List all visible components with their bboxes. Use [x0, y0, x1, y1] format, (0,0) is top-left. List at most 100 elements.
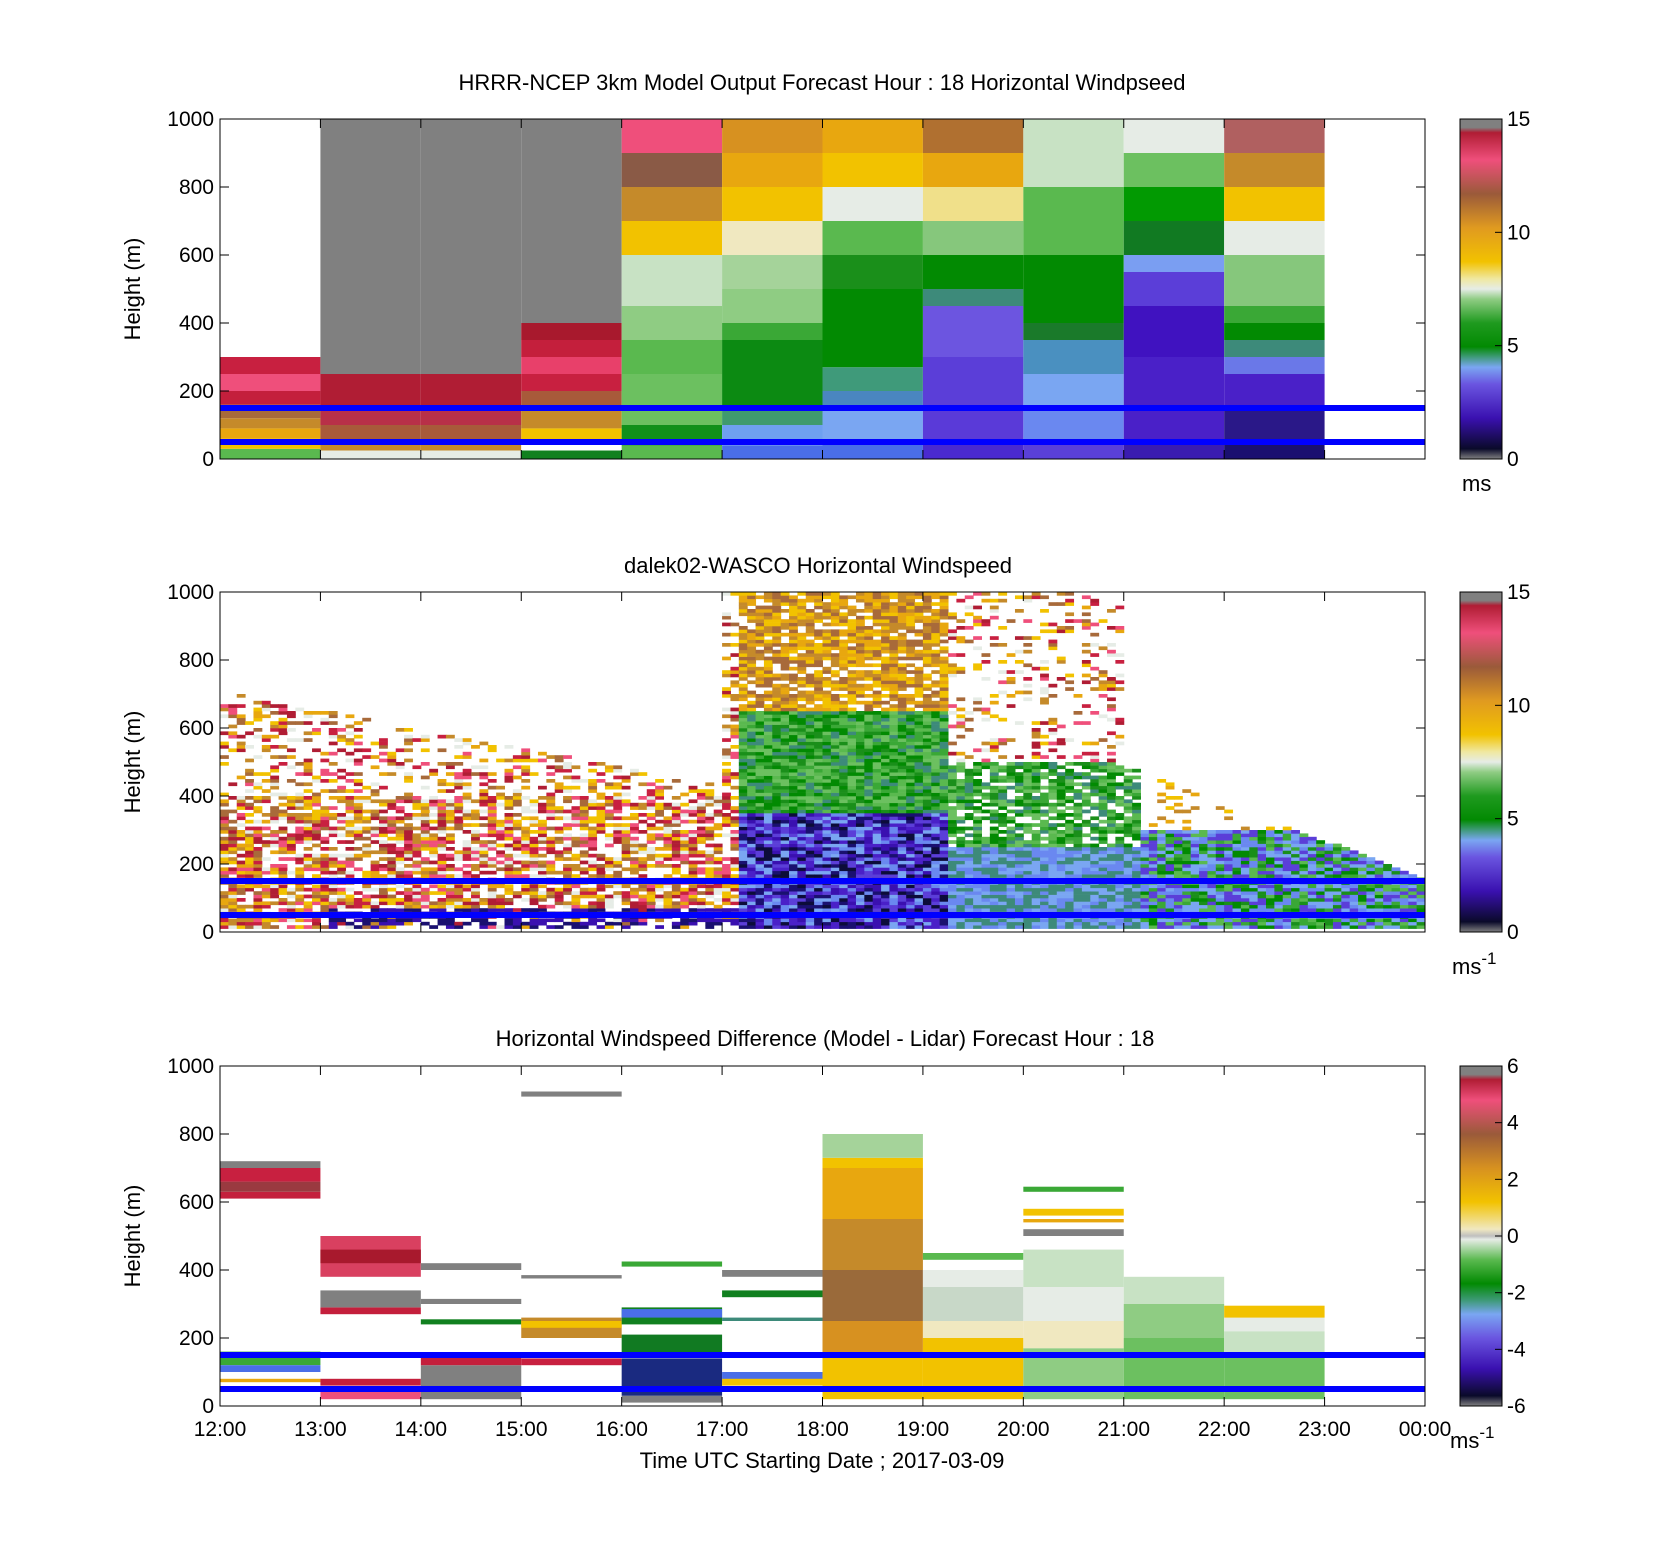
heatmap-cell [429, 850, 439, 855]
heatmap-cell [630, 823, 639, 827]
heatmap-cell [881, 615, 890, 620]
heatmap-cell [353, 826, 363, 831]
heatmap-cell [889, 758, 899, 763]
heatmap-cell [973, 663, 982, 668]
heatmap-cell [780, 660, 790, 664]
heatmap-cell [872, 653, 882, 657]
heatmap-cell [939, 921, 949, 926]
heatmap-cell [889, 843, 899, 848]
heatmap-cell [814, 697, 823, 702]
heatmap-cell [270, 840, 280, 844]
heatmap-cell [847, 683, 857, 688]
heatmap-cell [847, 789, 857, 793]
heatmap-cell [755, 632, 765, 637]
heatmap-cell [462, 857, 472, 861]
heatmap-cell [747, 874, 757, 878]
heatmap-cell [897, 663, 907, 668]
heatmap-cell [847, 748, 857, 753]
heatmap-cell [763, 734, 773, 739]
heatmap-cell [964, 799, 974, 804]
heatmap-cell [839, 819, 849, 824]
heatmap-cell [755, 867, 765, 872]
heatmap-cell [864, 639, 874, 644]
heatmap-cell [939, 755, 949, 759]
heatmap-cell [822, 768, 832, 773]
heatmap-cell [445, 867, 455, 872]
heatmap-cell [437, 908, 447, 912]
heatmap-cell [337, 768, 347, 773]
heatmap-cell [948, 612, 957, 617]
heatmap-cell [521, 833, 531, 838]
heatmap-cell [931, 694, 941, 698]
heatmap-cell [312, 884, 321, 889]
heatmap-cell [378, 738, 388, 742]
heatmap-cell [521, 867, 531, 872]
heatmap-cell [973, 809, 982, 814]
heatmap-cell [588, 853, 598, 858]
heatmap-cell [228, 884, 238, 889]
heatmap-cell [588, 830, 598, 834]
heatmap-cell [906, 874, 916, 878]
heatmap-cell [931, 714, 941, 719]
heatmap-cell [755, 870, 765, 875]
heatmap-cell [822, 367, 923, 391]
heatmap-cell [504, 874, 514, 878]
heatmap-cell [922, 884, 932, 889]
heatmap-cell [931, 758, 941, 763]
heatmap-cell [738, 925, 748, 929]
heatmap-cell [554, 891, 564, 895]
heatmap-cell [914, 850, 924, 855]
heatmap-cell [588, 779, 598, 783]
heatmap-cell [688, 921, 698, 926]
heatmap-cell [445, 782, 455, 787]
heatmap-cell [931, 734, 941, 739]
heatmap-cell [864, 921, 874, 926]
heatmap-cell [412, 836, 422, 841]
heatmap-cell [914, 748, 924, 753]
heatmap-cell [705, 826, 715, 831]
heatmap-cell [889, 738, 899, 742]
heatmap-cell [738, 704, 748, 708]
heatmap-cell [337, 799, 347, 804]
heatmap-cell [646, 901, 656, 906]
heatmap-cell [939, 857, 949, 861]
heatmap-cell [404, 853, 413, 858]
heatmap-cell [755, 864, 765, 868]
heatmap-cell [337, 891, 347, 895]
heatmap-cell [847, 894, 857, 899]
heatmap-cell [847, 595, 857, 600]
heatmap-cell [797, 833, 807, 838]
heatmap-cell [378, 894, 388, 899]
heatmap-cell [445, 819, 455, 824]
heatmap-cell [537, 823, 547, 827]
heatmap-cell [772, 694, 782, 698]
heatmap-cell [738, 891, 748, 895]
heatmap-cell [855, 615, 865, 620]
heatmap-cell [261, 745, 271, 749]
heatmap-cell [889, 802, 899, 807]
heatmap-cell [872, 860, 882, 865]
heatmap-cell [236, 874, 246, 878]
heatmap-cell [973, 830, 982, 834]
heatmap-cell [722, 772, 731, 776]
heatmap-cell [571, 819, 581, 824]
heatmap-cell [496, 843, 506, 848]
heatmap-cell [830, 891, 840, 895]
heatmap-cell [747, 833, 757, 838]
heatmap-cell [897, 894, 907, 899]
heatmap-cell [546, 799, 556, 804]
heatmap-cell [830, 615, 840, 620]
heatmap-cell [789, 660, 798, 664]
heatmap-cell [420, 785, 430, 790]
heatmap-cell [722, 802, 731, 807]
heatmap-cell [897, 687, 907, 691]
heatmap-cell [353, 799, 363, 804]
heatmap-cell [839, 612, 849, 617]
heatmap-cell [973, 864, 982, 868]
heatmap-cell [914, 860, 924, 865]
heatmap-cell [722, 775, 731, 780]
heatmap-cell [780, 738, 790, 742]
heatmap-cell [772, 745, 782, 749]
heatmap-cell [404, 741, 413, 746]
heatmap-cell [738, 612, 748, 617]
